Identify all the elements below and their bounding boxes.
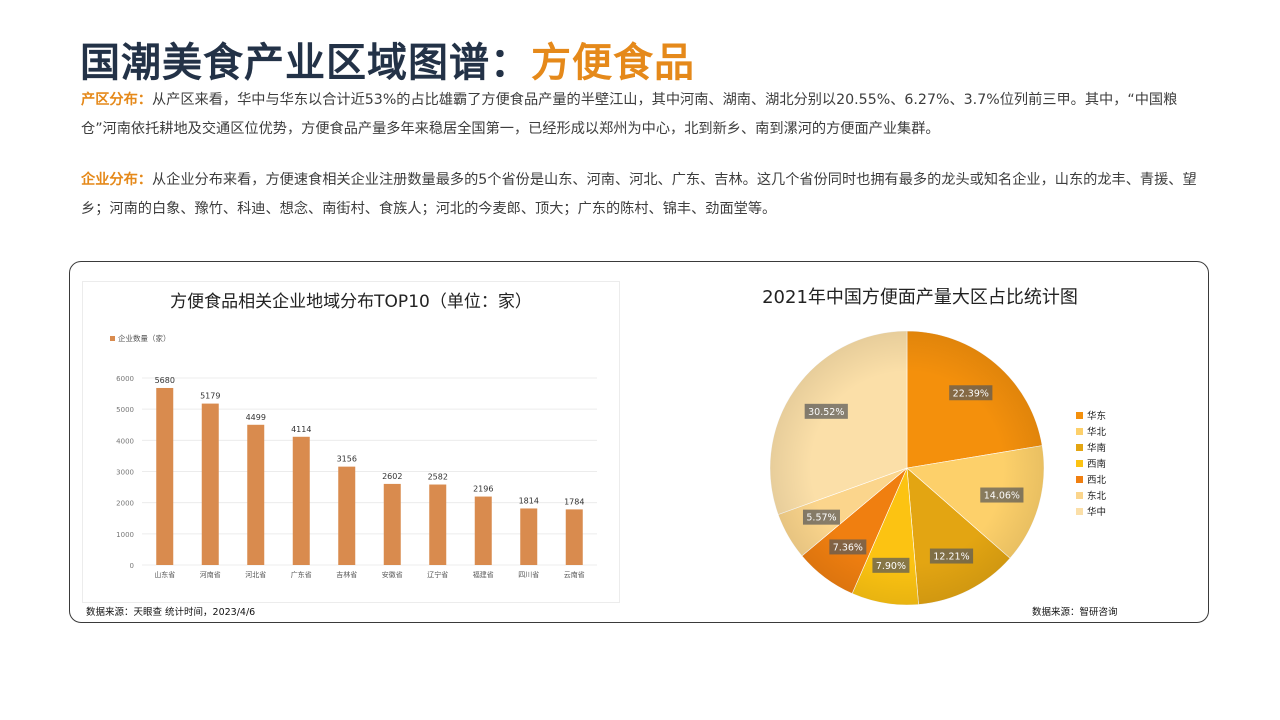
pie-slice-label: 14.06%	[984, 491, 1020, 502]
legend-swatch	[1076, 475, 1083, 483]
bar	[156, 387, 174, 565]
y-tick-label: 3000	[116, 469, 134, 477]
bar-chart: 0 1000 2000 3000 4000 5000 6000 5680 山东省 5179 河南省 4…	[116, 375, 597, 579]
legend-label: 华南	[1087, 443, 1107, 454]
legend-item: 华中	[1076, 503, 1106, 519]
x-tick-label: 云南省	[564, 570, 585, 579]
y-tick-label: 1000	[116, 531, 134, 539]
bar-value-label: 5179	[200, 392, 220, 401]
bar-value-label: 4499	[246, 413, 266, 422]
pie-slice-label: 30.52%	[808, 407, 844, 418]
bar-value-label: 2196	[473, 485, 493, 494]
bar-chart-source: 数据来源：天眼查 统计时间，2023/4/6	[86, 607, 256, 618]
bar-value-label: 2602	[382, 472, 402, 481]
chart-panel	[69, 261, 1209, 623]
bar	[201, 403, 219, 565]
bar	[247, 424, 265, 565]
y-tick-label: 6000	[116, 375, 134, 383]
legend-label: 华东	[1087, 411, 1107, 422]
pie-chart-legend: 华东华北华南西南西北东北华中	[1076, 407, 1106, 519]
bar-value-label: 3156	[337, 455, 357, 464]
legend-label: 西北	[1087, 475, 1107, 486]
legend-swatch	[1076, 427, 1083, 435]
page-title: 国潮美食产业区域图谱：方便食品	[80, 30, 695, 88]
bar	[383, 483, 401, 565]
x-tick-label: 安徽省	[382, 570, 403, 579]
legend-swatch	[1076, 507, 1083, 515]
legend-item: 东北	[1076, 487, 1106, 503]
bar	[520, 508, 538, 565]
pie-slice-label: 12.21%	[933, 552, 969, 563]
bar-value-label: 1784	[564, 497, 584, 506]
x-tick-label: 四川省	[518, 570, 539, 579]
paragraph-text: 从企业分布来看，方便速食相关企业注册数量最多的5个省份是山东、河南、河北、广东、…	[81, 172, 1197, 217]
legend-label: 东北	[1087, 491, 1107, 502]
legend-swatch	[110, 336, 115, 341]
paragraph-lead: 企业分布：	[81, 172, 152, 188]
bar-chart-legend: 企业数量（家）	[110, 333, 171, 344]
pie-slice-label: 7.36%	[833, 542, 863, 553]
paragraph-production: 产区分布：从产区来看，华中与华东以合计近53%的占比雄霸了方便食品产量的半壁江山…	[81, 86, 1201, 144]
bar-value-label: 1814	[519, 496, 539, 505]
legend-label: 华中	[1087, 507, 1107, 518]
legend-item: 华东	[1076, 407, 1106, 423]
bar	[292, 436, 310, 565]
bar-value-label: 5680	[155, 376, 175, 385]
bar-chart-title: 方便食品相关企业地域分布TOP10（单位：家）	[170, 292, 532, 312]
legend-swatch	[1076, 411, 1083, 419]
bar	[338, 466, 356, 565]
legend-label: 西南	[1087, 459, 1107, 470]
y-tick-label: 4000	[116, 437, 134, 445]
legend-item: 西南	[1076, 455, 1106, 471]
title-main: 国潮美食产业区域图谱：	[80, 40, 531, 86]
bar	[565, 509, 583, 565]
pie-slice-label: 5.57%	[806, 513, 836, 524]
y-tick-label: 0	[130, 562, 134, 570]
legend-item: 西北	[1076, 471, 1106, 487]
paragraph-text: 从产区来看，华中与华东以合计近53%的占比雄霸了方便食品产量的半壁江山，其中河南…	[81, 92, 1178, 137]
legend-item: 华北	[1076, 423, 1106, 439]
x-tick-label: 福建省	[473, 570, 494, 579]
paragraph-lead: 产区分布：	[81, 92, 152, 108]
y-tick-label: 2000	[116, 500, 134, 508]
x-tick-label: 河北省	[245, 570, 266, 579]
x-tick-label: 辽宁省	[427, 570, 448, 579]
bar	[429, 484, 447, 565]
bar-value-label: 4114	[291, 425, 311, 434]
x-tick-label: 广东省	[291, 570, 312, 579]
legend-item: 华南	[1076, 439, 1106, 455]
pie-chart-source: 数据来源：智研咨询	[1032, 607, 1118, 618]
x-tick-label: 山东省	[154, 570, 175, 579]
legend-swatch	[1076, 443, 1083, 451]
y-tick-label: 5000	[116, 406, 134, 414]
pie-slice-label: 7.90%	[876, 561, 906, 572]
pie-slice-label: 22.39%	[953, 388, 989, 399]
x-tick-label: 吉林省	[336, 570, 357, 579]
bar	[474, 496, 492, 565]
pie-chart-title: 2021年中国方便面产量大区占比统计图	[762, 287, 1078, 308]
pie-chart: 22.39% 14.06% 12.21% 7.90% 7.36% 5.57% 30.52%	[769, 330, 1045, 606]
legend-label: 华北	[1087, 427, 1107, 438]
legend-swatch	[1076, 491, 1083, 499]
legend-swatch	[1076, 459, 1083, 467]
paragraph-enterprise: 企业分布：从企业分布来看，方便速食相关企业注册数量最多的5个省份是山东、河南、河…	[81, 166, 1201, 224]
bar-value-label: 2582	[428, 473, 448, 482]
legend-label: 企业数量（家）	[118, 334, 171, 343]
title-accent: 方便食品	[531, 40, 695, 86]
x-tick-label: 河南省	[200, 570, 221, 579]
